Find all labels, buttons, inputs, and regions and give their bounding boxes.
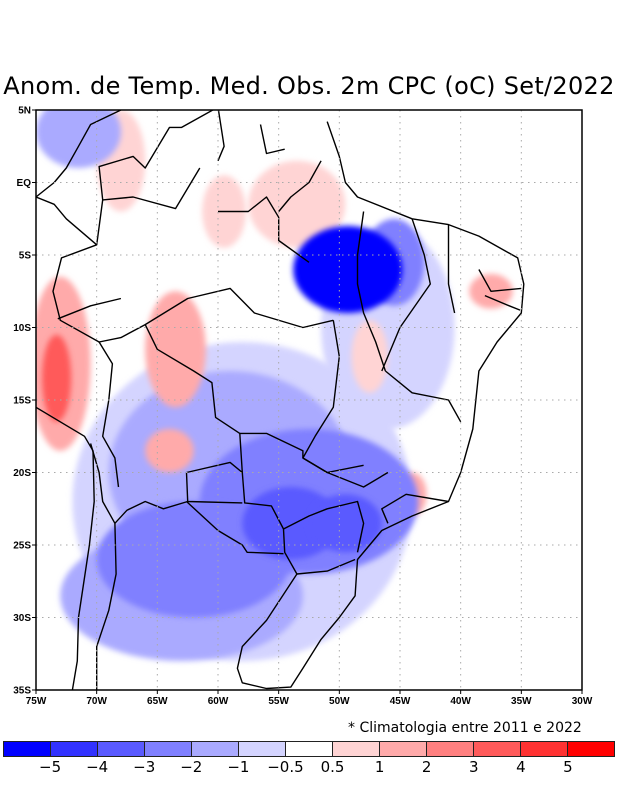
state-border bbox=[102, 167, 201, 210]
state-border bbox=[478, 269, 522, 292]
colorbar-segment bbox=[239, 742, 286, 756]
colorbar-label: −2 bbox=[180, 758, 203, 776]
brazil-border bbox=[52, 110, 525, 690]
state-border bbox=[278, 160, 322, 212]
x-tick-label: 75W bbox=[26, 696, 47, 707]
map-title: Anom. de Temp. Med. Obs. 2m CPC (oC) Set… bbox=[3, 72, 615, 100]
y-tick-label: 20S bbox=[13, 468, 31, 479]
colorbar-label: 3 bbox=[468, 758, 479, 776]
anomaly-region bbox=[293, 226, 403, 313]
colorbar-segment bbox=[286, 742, 333, 756]
colorbar-label: 1 bbox=[374, 758, 385, 776]
state-border bbox=[36, 196, 98, 246]
state-border bbox=[144, 287, 334, 329]
state-border bbox=[381, 218, 431, 372]
y-tick-label: 25S bbox=[13, 541, 31, 552]
borders bbox=[36, 110, 525, 690]
x-tick-label: 35W bbox=[511, 696, 532, 707]
colorbar-segment bbox=[380, 742, 427, 756]
colorbar-segment bbox=[474, 742, 521, 756]
colorbar-segment bbox=[51, 742, 98, 756]
state-border bbox=[114, 500, 188, 524]
x-tick-label: 70W bbox=[86, 696, 107, 707]
colorbar-segment bbox=[98, 742, 145, 756]
state-border bbox=[296, 558, 356, 575]
anomaly-region bbox=[36, 110, 121, 168]
anomaly-region bbox=[145, 291, 206, 408]
state-border bbox=[259, 124, 285, 155]
pacific-coastline bbox=[36, 406, 95, 690]
colorbar-label: 4 bbox=[516, 758, 526, 776]
anomaly-region bbox=[96, 501, 291, 618]
y-tick-label: 10S bbox=[13, 323, 31, 334]
state-border bbox=[218, 196, 310, 263]
y-tick-label: 5N bbox=[18, 106, 31, 117]
colorbar-segment bbox=[427, 742, 474, 756]
colorbar-segment bbox=[333, 742, 380, 756]
northwest-border bbox=[36, 110, 122, 198]
climatology-footnote: * Climatologia entre 2011 e 2022 bbox=[348, 720, 582, 736]
state-border bbox=[447, 224, 456, 314]
state-border bbox=[57, 297, 122, 320]
colorbar-segment bbox=[192, 742, 239, 756]
anomaly-region bbox=[145, 429, 194, 473]
colorbar-label: −0.5 bbox=[267, 758, 304, 776]
state-border bbox=[239, 432, 304, 458]
colorbar-segment bbox=[4, 742, 51, 756]
state-border bbox=[186, 500, 284, 555]
state-border bbox=[484, 294, 521, 311]
colorbar-label: 0.5 bbox=[320, 758, 345, 776]
anomaly-region bbox=[248, 160, 346, 248]
y-tick-label: 35S bbox=[13, 686, 31, 697]
colorbar-label: −3 bbox=[133, 758, 156, 776]
y-tick-label: 15S bbox=[13, 396, 31, 407]
state-border bbox=[381, 493, 449, 524]
state-border bbox=[302, 457, 364, 474]
y-tick-label: 30S bbox=[13, 613, 31, 624]
y-tick-label: EQ bbox=[17, 178, 32, 189]
x-tick-label: 60W bbox=[208, 696, 229, 707]
anomaly-region bbox=[351, 320, 388, 393]
state-border bbox=[98, 341, 120, 488]
state-border bbox=[283, 500, 365, 553]
colorbar-segment bbox=[568, 742, 614, 756]
x-tick-label: 50W bbox=[329, 696, 350, 707]
state-border bbox=[384, 370, 462, 423]
x-tick-label: 45W bbox=[390, 696, 411, 707]
gridlines bbox=[36, 110, 582, 690]
colorbar-label: −5 bbox=[39, 758, 62, 776]
colorbar bbox=[3, 741, 615, 757]
x-tick-label: 55W bbox=[268, 696, 289, 707]
colorbar-label: −4 bbox=[86, 758, 109, 776]
x-tick-label: 30W bbox=[572, 696, 593, 707]
colorbar-segment bbox=[521, 742, 568, 756]
colorbar-label: −1 bbox=[227, 758, 250, 776]
x-tick-label: 40W bbox=[450, 696, 471, 707]
state-border bbox=[89, 443, 117, 690]
state-border bbox=[356, 211, 387, 372]
x-tick-label: 65W bbox=[147, 696, 168, 707]
state-border bbox=[302, 320, 389, 488]
colorbar-label: 2 bbox=[421, 758, 432, 776]
colorbar-segment bbox=[145, 742, 192, 756]
anomaly-region bbox=[42, 334, 72, 422]
colorbar-label: 5 bbox=[563, 758, 573, 776]
state-border bbox=[217, 110, 225, 162]
y-tick-label: 5S bbox=[19, 251, 32, 262]
